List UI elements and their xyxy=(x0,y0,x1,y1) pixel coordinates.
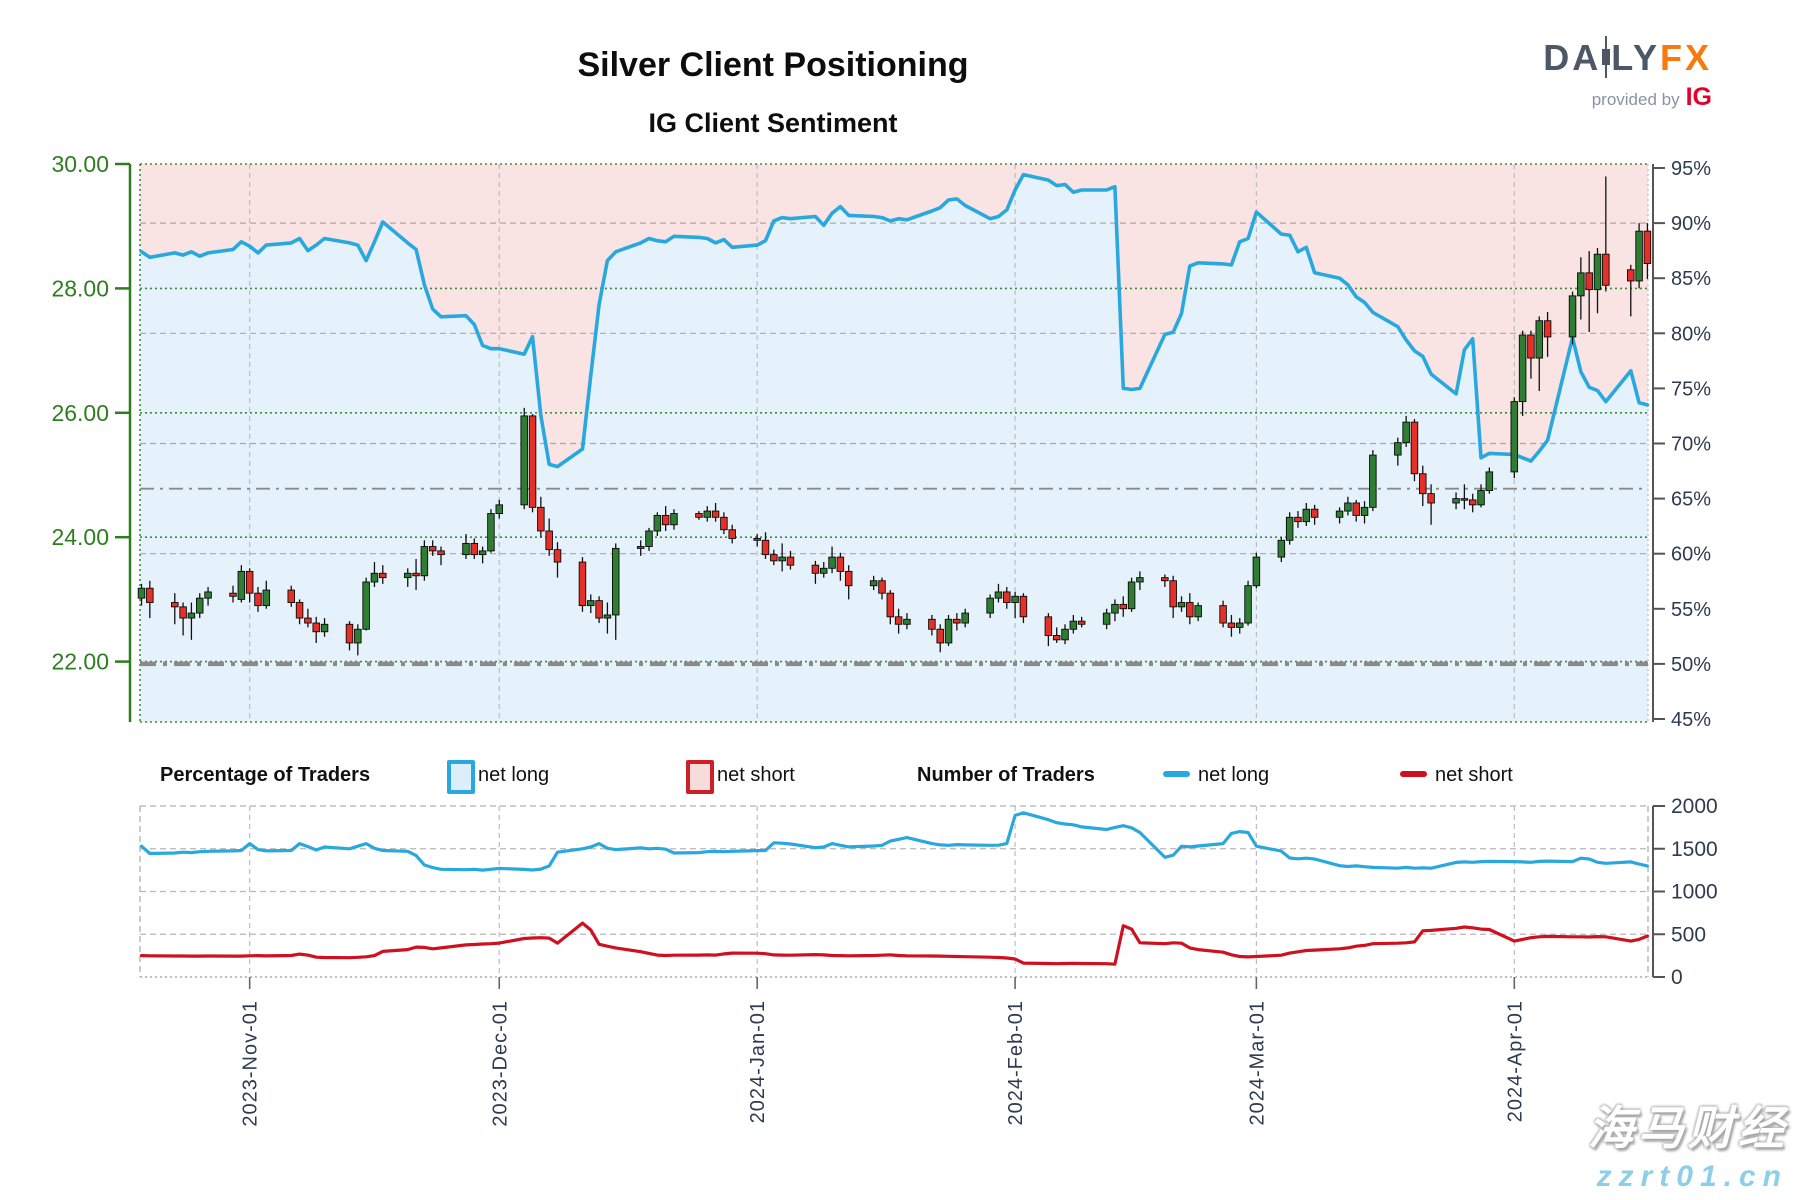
dailyfx-wordmark: DA LYFX xyxy=(1543,36,1712,78)
legend-netshort-box-icon xyxy=(686,760,714,794)
ig-logo: IG xyxy=(1685,83,1712,111)
svg-text:22.00: 22.00 xyxy=(51,649,109,675)
chart-legend: Percentage of Traders net long net short… xyxy=(0,758,1800,798)
svg-text:2024-Mar-01: 2024-Mar-01 xyxy=(1246,1000,1268,1126)
svg-text:24.00: 24.00 xyxy=(51,524,109,550)
svg-text:2024-Jan-01: 2024-Jan-01 xyxy=(747,1000,769,1123)
svg-text:500: 500 xyxy=(1671,923,1706,946)
svg-text:45%: 45% xyxy=(1671,709,1711,731)
svg-text:26.00: 26.00 xyxy=(51,400,109,426)
watermark-url: zzrt01.cn xyxy=(1596,1160,1788,1193)
net-long-count-line xyxy=(139,811,1650,872)
provided-by-line: provided by IG xyxy=(1543,85,1712,110)
svg-text:28.00: 28.00 xyxy=(51,275,109,301)
svg-text:80%: 80% xyxy=(1671,323,1711,345)
svg-text:2000: 2000 xyxy=(1671,795,1718,818)
svg-text:55%: 55% xyxy=(1671,599,1711,621)
svg-text:65%: 65% xyxy=(1671,489,1711,511)
watermark: 海马财经 zzrt01.cn xyxy=(1588,1092,1788,1194)
svg-text:90%: 90% xyxy=(1671,213,1711,235)
legend-pct-netshort-label: net short xyxy=(717,764,795,786)
legend-percentage-header: Percentage of Traders xyxy=(160,764,371,786)
sentiment-fill-layer xyxy=(140,164,1648,723)
net-short-count-line xyxy=(139,921,1650,966)
dailyfx-logo: DA LYFX provided by IG xyxy=(1543,36,1712,110)
svg-text:1000: 1000 xyxy=(1671,881,1718,904)
page-title: Silver Client Positioning xyxy=(577,46,969,84)
logo-text-fx: FX xyxy=(1659,37,1712,78)
svg-text:60%: 60% xyxy=(1671,544,1711,566)
svg-text:2023-Dec-01: 2023-Dec-01 xyxy=(489,1000,511,1127)
svg-text:2023-Nov-01: 2023-Nov-01 xyxy=(240,1000,262,1127)
lower-gridlines xyxy=(139,805,1649,978)
number-of-traders-lines xyxy=(139,811,1650,966)
svg-text:70%: 70% xyxy=(1671,434,1711,456)
legend-netshort-dash-icon xyxy=(1400,771,1427,777)
svg-text:2024-Feb-01: 2024-Feb-01 xyxy=(1005,1000,1027,1126)
main-axes: 30.00 28.00 26.00 24.00 22.00 95% 90% 85% 80% 75%… xyxy=(51,151,1711,731)
svg-text:2024-Apr-01: 2024-Apr-01 xyxy=(1504,1000,1526,1122)
candlestick-icon xyxy=(1601,36,1611,78)
svg-text:50%: 50% xyxy=(1671,654,1711,676)
legend-num-netshort-label: net short xyxy=(1435,764,1513,786)
legend-num-netlong-label: net long xyxy=(1198,764,1270,786)
logo-text-ly: LY xyxy=(1611,37,1660,78)
svg-text:95%: 95% xyxy=(1671,158,1711,180)
legend-pct-netlong-label: net long xyxy=(478,764,550,786)
svg-text:85%: 85% xyxy=(1671,268,1711,290)
provided-by-text: provided by xyxy=(1591,90,1680,109)
svg-text:75%: 75% xyxy=(1671,378,1711,400)
legend-netlong-box-icon xyxy=(447,760,475,794)
chart-subtitle: IG Client Sentiment xyxy=(648,108,898,138)
net-long-percent-line xyxy=(139,172,1650,469)
legend-netlong-dash-icon xyxy=(1163,771,1190,777)
svg-text:30.00: 30.00 xyxy=(51,151,109,177)
month-axis: 2023-Nov-01 2023-Dec-01 2024-Jan-01 2024-Fe… xyxy=(240,977,1526,1127)
candlestick-layer xyxy=(137,176,1652,656)
svg-text:1500: 1500 xyxy=(1671,838,1718,861)
main-gridlines xyxy=(139,163,1649,723)
logo-text-da: DA xyxy=(1543,37,1602,78)
legend-number-header: Number of Traders xyxy=(917,764,1095,786)
lower-axes: 2000 1500 1000 500 0 xyxy=(1652,795,1718,989)
svg-text:0: 0 xyxy=(1671,966,1683,989)
watermark-brand: 海马财经 xyxy=(1588,1102,1788,1154)
